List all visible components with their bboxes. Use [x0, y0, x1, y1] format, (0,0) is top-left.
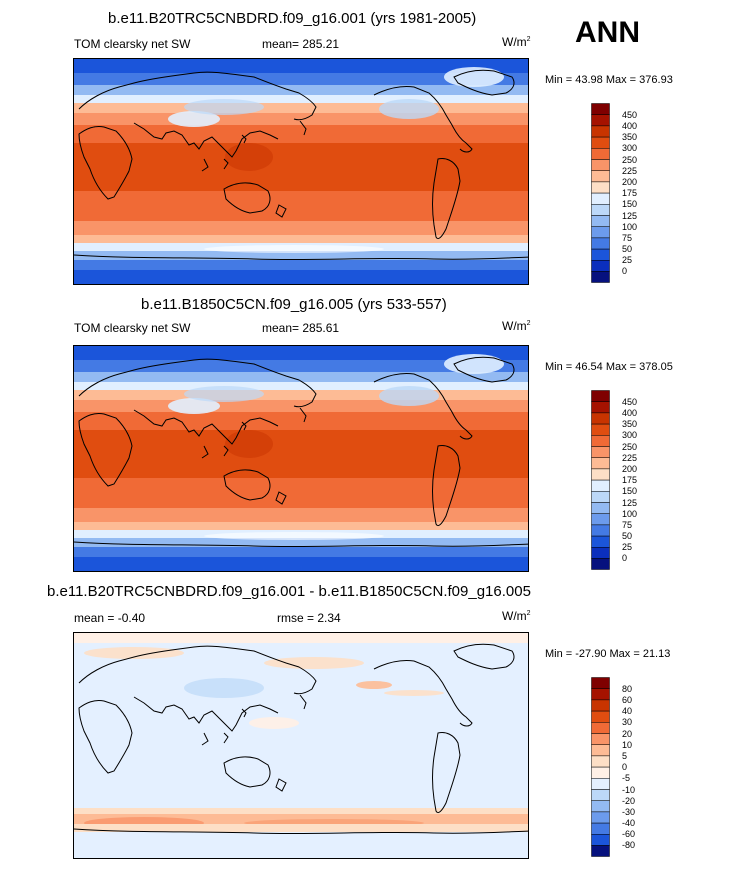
panel2-mean: mean= 285.61 — [262, 321, 340, 335]
panel1-coastlines — [74, 69, 528, 261]
panel3-units: W/m2 — [502, 609, 531, 623]
panel2-colorbar-label: 150 — [622, 486, 638, 496]
panel2-colorbar-label: 100 — [622, 509, 638, 519]
panel1-colorbar-label: 450 — [622, 110, 638, 120]
panel1-units: W/m2 — [502, 35, 531, 49]
panel1-colorbar-label: 100 — [622, 222, 638, 232]
panel1-colorbar — [591, 103, 610, 283]
panel1-map — [73, 58, 529, 285]
panel2-variable: TOM clearsky net SW — [74, 321, 191, 335]
panel3-colorbar-label: -20 — [622, 796, 636, 806]
panel3-colorbar-label: 30 — [622, 717, 633, 727]
panel2-colorbar-label: 350 — [622, 419, 638, 429]
panel1-bands — [74, 59, 528, 284]
panel2-colorbar-label: 200 — [622, 464, 638, 474]
panel2-colorbar-label: 25 — [622, 542, 633, 552]
panel3-colorbar-label: -80 — [622, 840, 636, 850]
panel2-bands — [74, 346, 528, 571]
panel2-colorbar-label: 175 — [622, 475, 638, 485]
panel1-mean: mean= 285.21 — [262, 37, 340, 51]
panel1-colorbar-label: 0 — [622, 266, 628, 276]
panel2-colorbar-svg — [591, 390, 610, 570]
panel3-title: b.e11.B20TRC5CNBDRD.f09_g16.001 - b.e11.… — [47, 583, 531, 600]
panel2-colorbar-label: 300 — [622, 430, 638, 440]
panel3-colorbar-label: -30 — [622, 807, 636, 817]
panel3-coastlines — [74, 643, 528, 835]
panel2-colorbar-label: 250 — [622, 442, 638, 452]
panel3-colorbar-label: 10 — [622, 740, 633, 750]
panel2-map-svg — [74, 346, 528, 571]
panel1-colorbar-label: 300 — [622, 143, 638, 153]
panel1-colorbar-label: 225 — [622, 166, 638, 176]
panel2-colorbar-boxes — [591, 390, 610, 570]
panel2-title: b.e11.B1850C5CN.f09_g16.005 (yrs 533-557… — [141, 296, 447, 313]
panel3-mean: mean = -0.40 — [74, 611, 146, 625]
panel3-colorbar-label: 0 — [622, 762, 628, 772]
panel1-colorbar-label: 400 — [622, 121, 638, 131]
panel3-map-svg — [74, 633, 528, 858]
panel2-colorbar-label: 75 — [622, 520, 633, 530]
panel2-units: W/m2 — [502, 319, 531, 333]
panel2-colorbar-label: 225 — [622, 453, 638, 463]
panel1-colorbar-label: 125 — [622, 211, 638, 221]
panel1-minmax: Min = 43.98 Max = 376.93 — [545, 74, 673, 86]
panel2-colorbar-label: 125 — [622, 498, 638, 508]
panel1-colorbar-label: 250 — [622, 155, 638, 165]
panel2-colorbar-label: 50 — [622, 531, 633, 541]
panel2-colorbar-label: 0 — [622, 553, 628, 563]
panel3-colorbar-label: -60 — [622, 829, 636, 839]
panel2-colorbar-label: 450 — [622, 397, 638, 407]
panel1-colorbar-label: 25 — [622, 255, 633, 265]
panel1-map-svg — [74, 59, 528, 284]
panel3-colorbar-label: -5 — [622, 773, 631, 783]
panel3-colorbar-label: 20 — [622, 729, 633, 739]
panel1-colorbar-label: 150 — [622, 199, 638, 209]
panel1-colorbar-label: 50 — [622, 244, 633, 254]
panel3-colorbar-label: 40 — [622, 706, 633, 716]
panel2-minmax: Min = 46.54 Max = 378.05 — [545, 361, 673, 373]
panel3-colorbar-label: 5 — [622, 751, 628, 761]
panel2-map — [73, 345, 529, 572]
panel3-colorbar-label: 60 — [622, 695, 633, 705]
panel3-colorbar-label: -40 — [622, 818, 636, 828]
panel1-colorbar-boxes — [591, 103, 610, 283]
panel3-colorbar-label: -10 — [622, 785, 636, 795]
panel1-title: b.e11.B20TRC5CNBDRD.f09_g16.001 (yrs 198… — [108, 10, 477, 27]
panel3-map — [73, 632, 529, 859]
season-label: ANN — [575, 16, 640, 49]
panel3-bands — [74, 633, 528, 858]
panel3-colorbar-svg — [591, 677, 610, 857]
panel3-colorbar — [591, 677, 610, 857]
panel1-colorbar-label: 350 — [622, 132, 638, 142]
panel3-rmse: rmse = 2.34 — [277, 611, 341, 625]
panel1-colorbar-label: 175 — [622, 188, 638, 198]
panel1-colorbar-svg — [591, 103, 610, 283]
panel2-colorbar-label: 400 — [622, 408, 638, 418]
panel2-coastlines — [74, 356, 528, 548]
panel1-colorbar-label: 200 — [622, 177, 638, 187]
panel3-minmax: Min = -27.90 Max = 21.13 — [545, 648, 671, 660]
panel2-colorbar — [591, 390, 610, 570]
panel1-variable: TOM clearsky net SW — [74, 37, 191, 51]
panel3-colorbar-boxes — [591, 677, 610, 857]
panel1-colorbar-label: 75 — [622, 233, 633, 243]
panel3-colorbar-label: 80 — [622, 684, 633, 694]
